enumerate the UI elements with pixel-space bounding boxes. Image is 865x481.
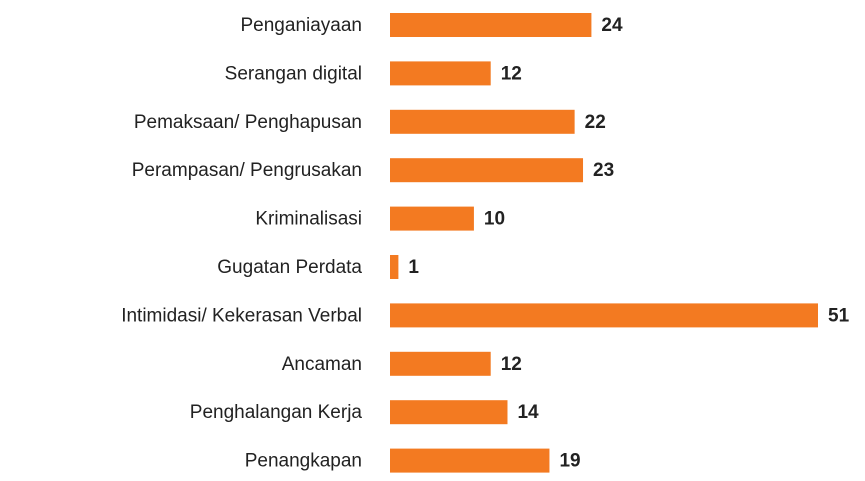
bar xyxy=(390,13,592,37)
category-label: Perampasan/ Pengrusakan xyxy=(132,160,362,181)
category-label: Penganiayaan xyxy=(241,15,363,36)
value-label: 22 xyxy=(585,112,606,133)
category-label: Gugatan Perdata xyxy=(217,257,362,278)
bar xyxy=(390,303,818,328)
category-label: Penangkapan xyxy=(245,451,362,472)
value-label: 12 xyxy=(501,354,522,375)
category-label: Ancaman xyxy=(282,354,362,375)
value-label: 51 xyxy=(828,305,850,326)
value-label: 23 xyxy=(593,160,614,181)
category-label: Pemaksaan/ Penghapusan xyxy=(134,112,362,133)
value-label: 12 xyxy=(501,63,522,84)
category-label: Serangan digital xyxy=(225,63,362,84)
bar xyxy=(390,255,399,279)
value-label: 10 xyxy=(484,209,505,230)
bar xyxy=(390,158,584,183)
category-label: Penghalangan Kerja xyxy=(190,402,363,423)
bar xyxy=(390,448,550,473)
value-label: 19 xyxy=(559,451,580,472)
bar xyxy=(390,109,575,134)
bar xyxy=(390,400,508,425)
bar xyxy=(390,61,491,86)
bar xyxy=(390,206,474,231)
bar xyxy=(390,351,491,376)
value-label: 24 xyxy=(601,15,623,36)
value-label: 14 xyxy=(517,402,539,423)
category-label: Kriminalisasi xyxy=(255,209,362,230)
category-label: Intimidasi/ Kekerasan Verbal xyxy=(121,305,362,326)
value-label: 1 xyxy=(408,257,419,278)
